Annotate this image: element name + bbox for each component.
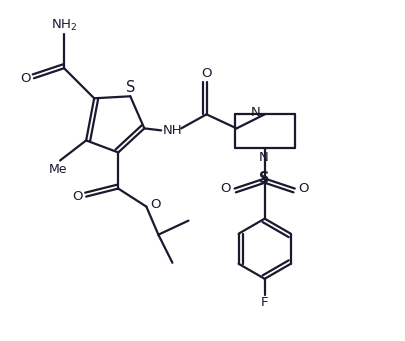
Text: F: F bbox=[261, 296, 269, 309]
Text: S: S bbox=[260, 171, 270, 186]
Text: S: S bbox=[126, 80, 136, 95]
Text: N: N bbox=[251, 106, 261, 119]
Text: O: O bbox=[150, 198, 160, 211]
Text: NH$_2$: NH$_2$ bbox=[51, 18, 77, 33]
Text: O: O bbox=[20, 72, 30, 85]
Text: NH: NH bbox=[162, 124, 182, 137]
Text: O: O bbox=[201, 67, 212, 80]
Text: N: N bbox=[259, 151, 269, 164]
Text: O: O bbox=[298, 182, 309, 195]
Text: Me: Me bbox=[49, 163, 67, 176]
Text: O: O bbox=[220, 182, 231, 195]
Text: O: O bbox=[72, 190, 83, 203]
